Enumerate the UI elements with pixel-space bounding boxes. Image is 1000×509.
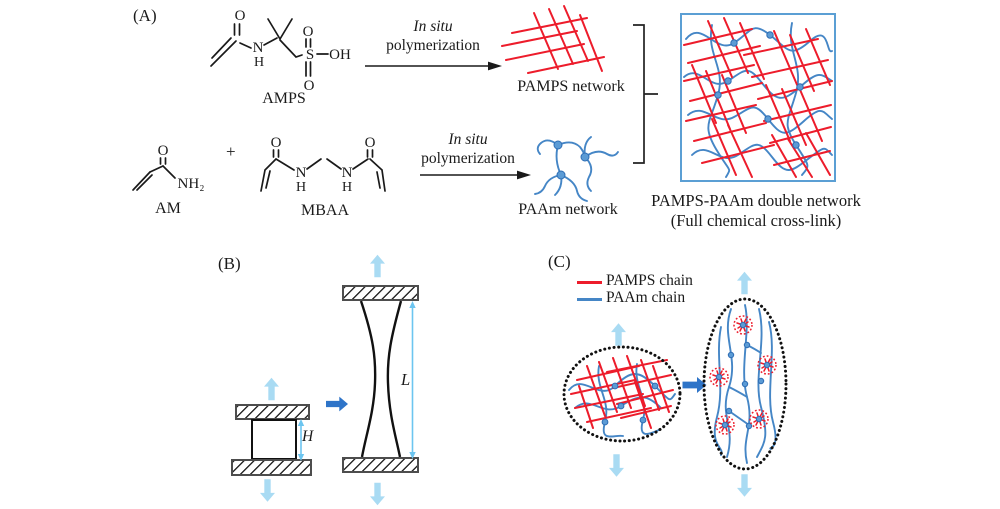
double-network-box xyxy=(680,13,836,182)
gel-sample-unstretched xyxy=(251,419,297,460)
amps-atom-o2: O xyxy=(303,24,314,40)
amps-label: AMPS xyxy=(262,90,306,107)
panel-b-label: (B) xyxy=(218,254,241,273)
amps-atom-h: H xyxy=(254,55,264,70)
clamp-plate-top-left xyxy=(235,404,310,420)
pamps-network-icon xyxy=(501,5,605,74)
length-label: L xyxy=(400,370,412,390)
amps-structure-drawing: O N H O S O OH xyxy=(210,8,351,94)
reaction1-text: In situ polymerization xyxy=(368,17,498,56)
tension-up-arrow-stretched-ellipse xyxy=(737,270,752,296)
am-atom-nh2: NH₂ xyxy=(178,176,205,192)
fractured-pamps-cluster xyxy=(749,409,769,429)
am-structure-drawing: O NH₂ xyxy=(132,143,205,192)
clamp-plate-bottom-right xyxy=(342,457,419,473)
paam-network-icon xyxy=(534,136,619,202)
tension-up-arrow-left-sample xyxy=(264,377,279,401)
relaxed-network-ellipse xyxy=(562,345,682,443)
amps-atom-o1: O xyxy=(235,8,246,24)
legend-swatch-paam xyxy=(577,298,602,301)
am-atom-o: O xyxy=(158,143,169,159)
height-label: H xyxy=(302,428,314,445)
legend-label-pamps: PAMPS chain xyxy=(606,272,693,289)
legend-swatch-pamps xyxy=(577,281,602,284)
reaction2-text: In situ polymerization xyxy=(408,130,528,169)
reaction1-arrow xyxy=(365,61,502,71)
amps-atom-o3: O xyxy=(304,78,315,94)
amps-atom-oh: OH xyxy=(329,47,351,63)
double-network-caption-line2: (Full chemical cross-link) xyxy=(670,211,842,231)
double-network-caption: PAMPS-PAAm double network (Full chemical… xyxy=(626,191,886,232)
reaction2-line2: polymerization xyxy=(421,150,515,168)
clamp-plate-bottom-left xyxy=(231,459,312,476)
am-label: AM xyxy=(155,200,181,217)
reaction1-line2: polymerization xyxy=(386,37,480,55)
gel-sample-stretched xyxy=(359,300,403,458)
tension-down-arrow-right-sample xyxy=(370,482,385,506)
length-measure-arrow xyxy=(409,301,416,459)
fractured-pamps-cluster xyxy=(757,355,777,375)
fractured-pamps-cluster xyxy=(709,367,729,387)
mbaa-atom-h2: H xyxy=(342,180,352,195)
grouping-bracket xyxy=(633,24,658,164)
paam-network-label: PAAm network xyxy=(518,201,618,218)
reaction2-arrow xyxy=(420,170,531,180)
plus-sign: + xyxy=(226,142,236,161)
amps-atom-s: S xyxy=(306,47,314,63)
mbaa-atom-h1: H xyxy=(296,180,306,195)
tension-down-arrow-left-sample xyxy=(260,479,275,502)
panel-c-label: (C) xyxy=(548,252,571,271)
clamp-plate-top-right xyxy=(342,285,419,301)
reaction2-line1: In situ xyxy=(448,131,488,148)
mbaa-structure-drawing: O N H N H O xyxy=(260,135,386,195)
tension-down-arrow-stretched-ellipse xyxy=(737,473,752,498)
double-network-caption-line1: PAMPS-PAAm double network xyxy=(651,191,861,210)
pamps-network-label: PAMPS network xyxy=(517,78,625,95)
mbaa-atom-o1: O xyxy=(271,135,282,151)
double-network-drawing xyxy=(683,17,833,178)
amps-atom-n: N xyxy=(253,40,264,56)
tension-down-arrow-relaxed-ellipse xyxy=(609,453,624,478)
fractured-pamps-cluster xyxy=(733,315,753,335)
height-measure-arrow xyxy=(297,419,305,461)
mbaa-label: MBAA xyxy=(300,202,349,219)
panel-a-label: (A) xyxy=(133,6,157,25)
reaction1-line1: In situ xyxy=(413,18,453,35)
fractured-pamps-cluster xyxy=(715,415,735,435)
stretched-network-ellipse xyxy=(702,297,788,471)
stretch-transition-arrow xyxy=(326,396,348,412)
mbaa-atom-n2: N xyxy=(342,165,353,181)
mbaa-atom-n1: N xyxy=(296,165,307,181)
tension-up-arrow-right-sample xyxy=(370,253,385,279)
mbaa-atom-o2: O xyxy=(365,135,376,151)
legend-label-paam: PAAm chain xyxy=(606,289,686,306)
